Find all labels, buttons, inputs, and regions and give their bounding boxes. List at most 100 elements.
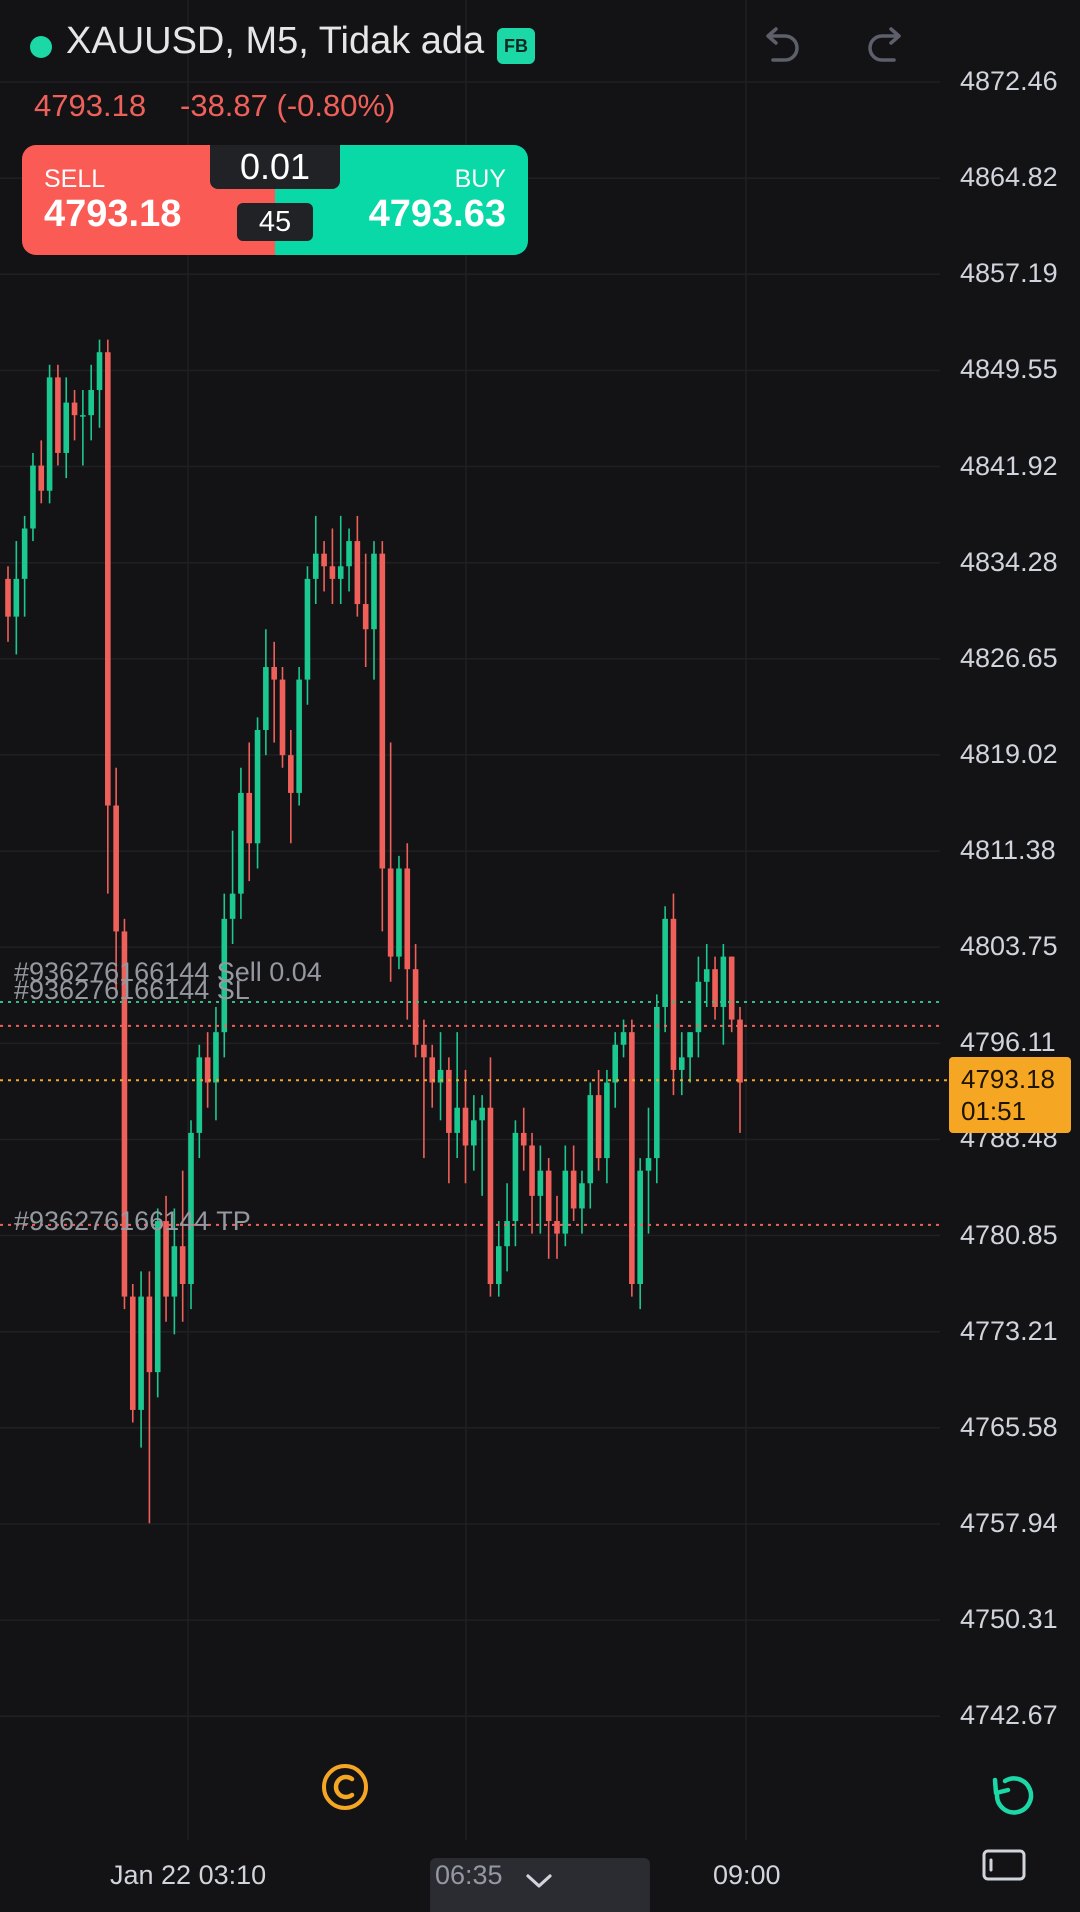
candle-body bbox=[129, 1296, 136, 1410]
undo-icon[interactable] bbox=[755, 20, 805, 70]
price-tick: 4811.38 bbox=[960, 835, 1056, 866]
candle-body bbox=[570, 1170, 577, 1209]
price-tick: 4780.85 bbox=[960, 1219, 1058, 1250]
candle-body bbox=[246, 792, 253, 844]
price-tick: 4841.92 bbox=[960, 450, 1058, 481]
panel-toggle-icon[interactable] bbox=[982, 1848, 1026, 1882]
candle-body bbox=[728, 956, 735, 1020]
candle-body bbox=[321, 553, 327, 567]
candle-body bbox=[529, 1145, 535, 1196]
spread-badge: 45 bbox=[237, 203, 313, 241]
candle-body bbox=[670, 918, 677, 1070]
sell-order-label[interactable]: #936276166144 Sell 0.04 bbox=[14, 957, 322, 987]
candle-body bbox=[471, 1120, 477, 1146]
candle-body bbox=[412, 969, 419, 1045]
buy-price: 4793.63 bbox=[368, 193, 506, 235]
sell-label: SELL bbox=[44, 165, 106, 193]
candle-body bbox=[304, 578, 311, 680]
candle-body bbox=[88, 389, 94, 416]
stop-loss-label[interactable]: #936276166144 SL bbox=[14, 975, 250, 1005]
candle-body bbox=[71, 402, 78, 416]
candle-body bbox=[695, 981, 702, 1033]
candle-body bbox=[537, 1170, 544, 1196]
take-profit-label[interactable]: #936276166144 TP bbox=[14, 1206, 251, 1236]
candle-body bbox=[362, 604, 369, 630]
candle-body bbox=[312, 553, 319, 579]
chevron-down-icon[interactable] bbox=[524, 1870, 554, 1892]
price-tick: 4872.46 bbox=[960, 66, 1058, 96]
candle-body bbox=[146, 1296, 153, 1373]
candle-body bbox=[737, 1019, 743, 1083]
candle-body bbox=[221, 918, 228, 1033]
time-tick: Jan 22 03:10 bbox=[110, 1860, 267, 1890]
candle-body bbox=[687, 1032, 693, 1058]
candle-body bbox=[703, 969, 710, 982]
candle-body bbox=[629, 1032, 635, 1284]
candle-body bbox=[612, 1044, 619, 1083]
candle-body bbox=[495, 1246, 502, 1284]
candle-body bbox=[404, 868, 411, 970]
candle-body bbox=[504, 1221, 510, 1247]
redo-icon[interactable] bbox=[862, 20, 912, 70]
candle-body bbox=[346, 541, 352, 567]
candle-body bbox=[371, 553, 377, 630]
price-tick: 4765.58 bbox=[960, 1411, 1058, 1442]
candle-body bbox=[196, 1057, 203, 1133]
bar-countdown: 01:51 bbox=[961, 1096, 1027, 1126]
candle-body bbox=[213, 1032, 219, 1083]
price-tick: 4757.94 bbox=[960, 1507, 1058, 1538]
candle-body bbox=[595, 1095, 602, 1159]
candle-body bbox=[80, 415, 86, 417]
candlestick-series bbox=[5, 339, 743, 1524]
price-change: -38.87 (-0.80%) bbox=[180, 88, 396, 123]
candle-body bbox=[554, 1221, 560, 1234]
candle-body bbox=[429, 1057, 436, 1083]
candle-body bbox=[288, 755, 294, 793]
candle-body bbox=[296, 679, 302, 793]
candle-body bbox=[620, 1032, 627, 1045]
candle-body bbox=[105, 352, 111, 806]
price-tick: 4834.28 bbox=[960, 546, 1058, 577]
candle-body bbox=[179, 1246, 186, 1284]
candle-body bbox=[46, 377, 53, 491]
candle-body bbox=[337, 566, 344, 579]
candle-body bbox=[13, 578, 20, 617]
order-lines bbox=[0, 1000, 950, 1226]
candle-body bbox=[63, 402, 70, 453]
lot-size-input[interactable]: 0.01 bbox=[210, 145, 340, 189]
candle-body bbox=[271, 667, 277, 680]
candle-body bbox=[712, 969, 718, 1007]
candle-body bbox=[396, 868, 402, 957]
candle-body bbox=[5, 578, 11, 617]
candle-body bbox=[562, 1170, 569, 1234]
current-price-value: 4793.18 bbox=[961, 1064, 1055, 1094]
candle-body bbox=[329, 566, 336, 579]
candle-body bbox=[487, 1107, 494, 1284]
chart-grid bbox=[0, 0, 940, 1840]
candle-body bbox=[479, 1107, 485, 1121]
price-tick: 4773.21 bbox=[960, 1315, 1058, 1346]
candle-body bbox=[654, 1006, 660, 1159]
candle-body bbox=[263, 667, 269, 730]
symbol-title[interactable]: XAUUSD, M5, Tidak ada bbox=[66, 20, 485, 62]
candle-body bbox=[229, 893, 236, 919]
candle-body bbox=[254, 729, 261, 844]
candle-body bbox=[238, 792, 244, 894]
broker-logo-icon[interactable] bbox=[320, 1762, 370, 1812]
candle-body bbox=[38, 465, 45, 491]
candle-body bbox=[645, 1158, 652, 1171]
price-tick: 4864.82 bbox=[960, 162, 1058, 193]
candle-body bbox=[379, 553, 386, 869]
price-tick: 4849.55 bbox=[960, 354, 1058, 385]
candle-body bbox=[279, 679, 286, 756]
buy-label: BUY bbox=[454, 165, 506, 193]
reset-chart-icon[interactable] bbox=[985, 1768, 1043, 1822]
candle-body bbox=[163, 1221, 169, 1297]
candle-body bbox=[154, 1221, 161, 1373]
fb-badge[interactable]: FB bbox=[497, 28, 535, 64]
candle-body bbox=[462, 1107, 469, 1146]
candle-body bbox=[121, 931, 128, 1297]
candle-body bbox=[171, 1246, 178, 1297]
price-tick: 4750.31 bbox=[960, 1604, 1058, 1635]
